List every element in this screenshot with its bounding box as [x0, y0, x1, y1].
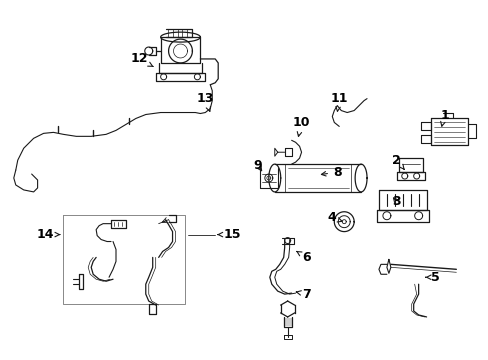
Text: 2: 2 [392, 154, 404, 169]
Text: 9: 9 [253, 159, 262, 172]
Text: 6: 6 [296, 251, 310, 264]
Text: 8: 8 [321, 166, 341, 179]
Text: 12: 12 [130, 53, 153, 67]
Text: 4: 4 [326, 211, 342, 224]
Text: 7: 7 [296, 288, 310, 301]
Text: 10: 10 [292, 116, 310, 136]
Text: 14: 14 [37, 228, 60, 241]
Text: 5: 5 [425, 271, 439, 284]
Text: 15: 15 [217, 228, 241, 241]
Text: 1: 1 [439, 109, 448, 126]
Text: 13: 13 [196, 92, 214, 111]
Text: 11: 11 [330, 92, 347, 111]
Text: 3: 3 [392, 195, 400, 208]
